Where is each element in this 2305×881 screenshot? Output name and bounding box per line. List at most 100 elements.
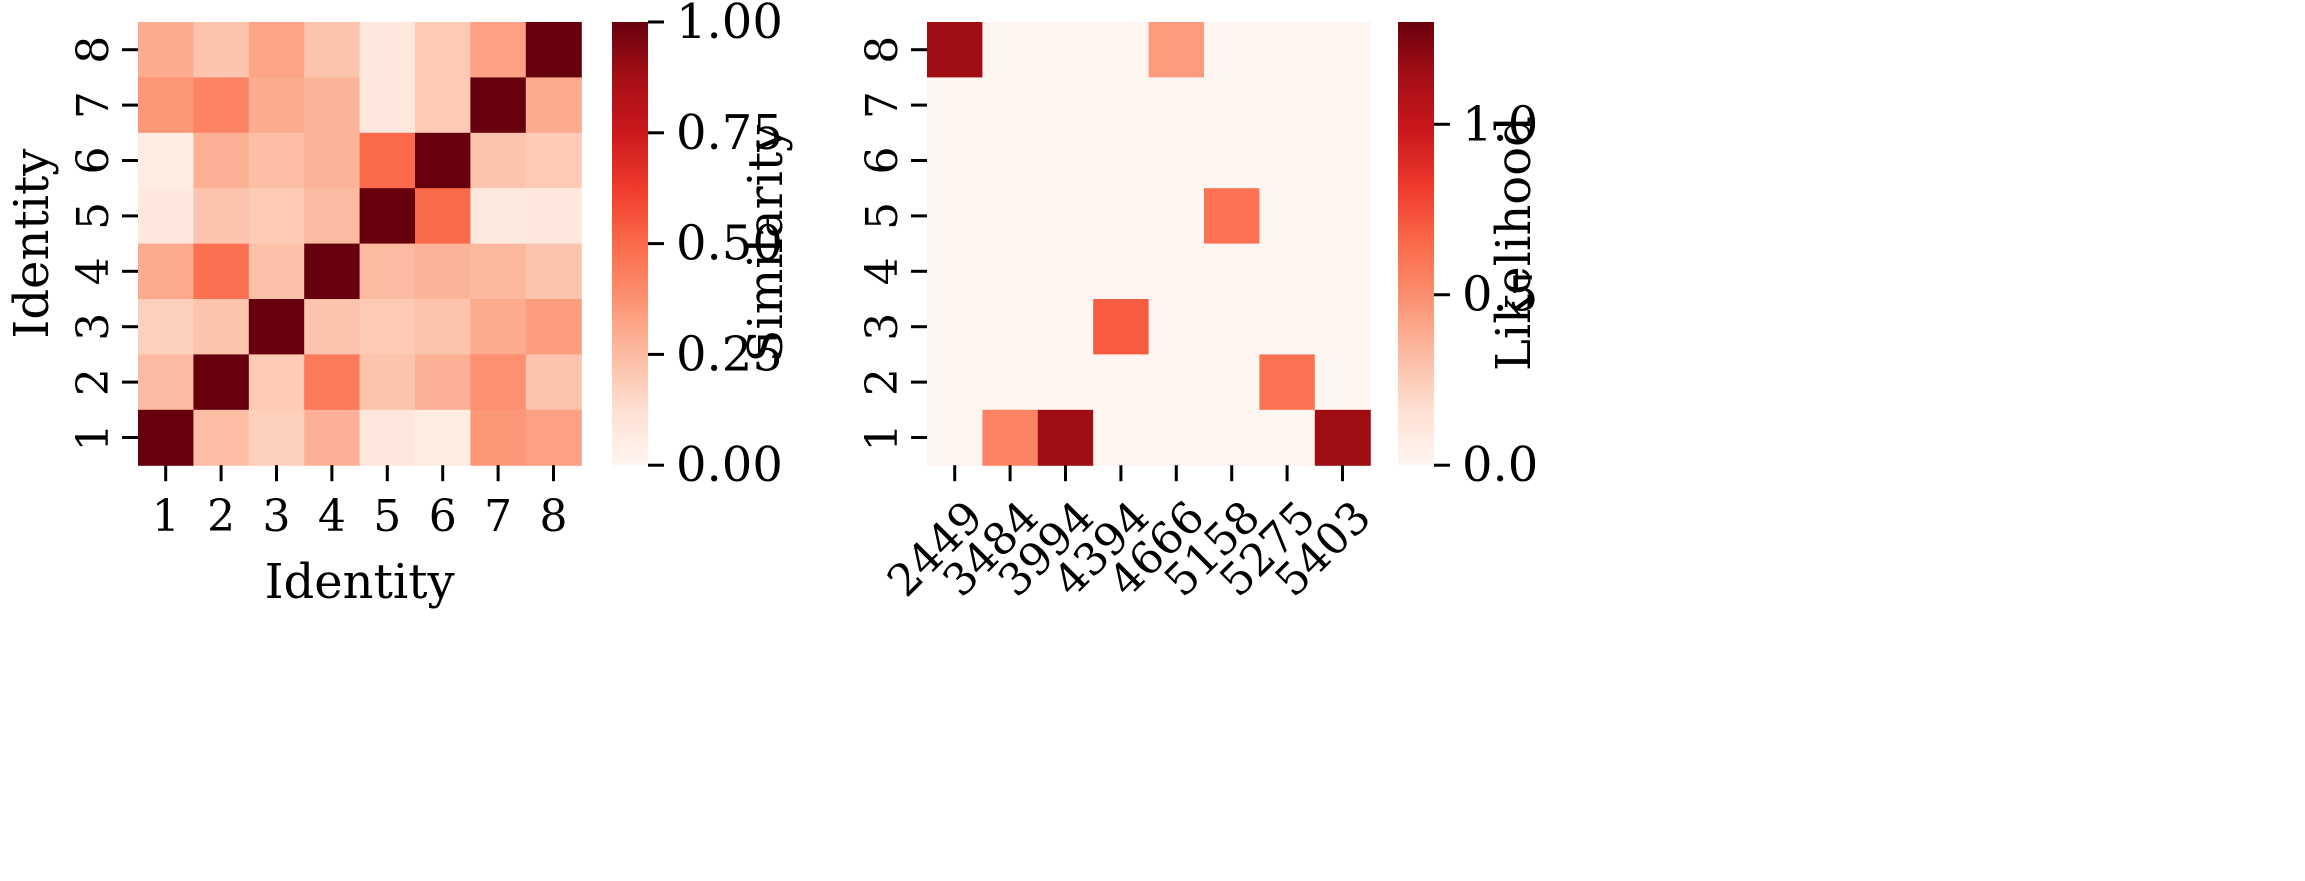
heatmap-cell	[470, 22, 527, 78]
heatmap-cell	[927, 132, 983, 189]
heatmap-cell	[1093, 409, 1150, 466]
y-tick-label: 2	[857, 368, 908, 396]
heatmap-cell	[248, 77, 305, 134]
heatmap-cell	[1093, 132, 1150, 189]
heatmap-cell	[927, 354, 983, 411]
heatmap-panel-2: 8765432124493484399443944666515852755403…	[857, 22, 1542, 607]
heatmap-cell	[1204, 22, 1260, 78]
heatmap-cell	[1314, 409, 1371, 466]
heatmap-cell	[982, 243, 1039, 300]
y-axis-title: Identity	[4, 149, 60, 339]
heatmap-cell	[1314, 132, 1371, 189]
y-tick-label: 7	[68, 91, 119, 119]
heatmap-cell	[1314, 77, 1371, 134]
y-tick-label: 4	[68, 257, 119, 285]
heatmap-cell	[525, 22, 582, 78]
heatmap-cell	[138, 22, 194, 78]
heatmap-cell	[470, 243, 527, 300]
heatmap-cell	[193, 243, 250, 300]
colorbar-title: Likelihood	[1486, 116, 1542, 371]
heatmap-cell	[415, 354, 471, 411]
colorbar-tick-label: 1.0	[1462, 96, 1538, 152]
heatmap-cell	[359, 77, 416, 134]
heatmap-cell	[1204, 188, 1260, 245]
heatmap-cell	[1148, 132, 1205, 189]
heatmap-cell	[927, 22, 983, 78]
heatmap-cell	[927, 77, 983, 134]
x-tick-label: 2	[207, 491, 235, 542]
heatmap-cell	[470, 409, 527, 466]
heatmap-cell	[248, 299, 305, 355]
heatmap-cell	[1037, 77, 1094, 134]
y-tick-label: 5	[68, 202, 119, 230]
colorbar-tick-label: 0.50	[676, 216, 783, 272]
heatmap-cell	[1093, 354, 1150, 411]
heatmap-cell	[982, 132, 1039, 189]
heatmap-cell	[138, 299, 194, 355]
heatmap-cell	[415, 77, 471, 134]
heatmap-cell	[415, 243, 471, 300]
heatmap-cell	[304, 354, 361, 411]
heatmap-cell	[1093, 243, 1150, 300]
heatmap-cell	[1148, 354, 1205, 411]
x-tick-label: 1	[152, 491, 180, 542]
heatmap-cell	[193, 299, 250, 355]
heatmap-cell	[1204, 77, 1260, 134]
heatmap-cell	[525, 188, 582, 245]
heatmap-cell	[304, 243, 361, 300]
heatmap-cell	[1148, 77, 1205, 134]
heatmap-cell	[248, 354, 305, 411]
y-tick-label: 8	[857, 36, 908, 64]
heatmap-cell	[138, 243, 194, 300]
heatmap-cell	[927, 409, 983, 466]
y-tick-label: 5	[857, 202, 908, 230]
heatmap-cell	[1037, 409, 1094, 466]
x-tick-label: 8	[540, 491, 568, 542]
heatmap-cell	[304, 299, 361, 355]
heatmap-cell	[1037, 188, 1094, 245]
heatmap-cell	[982, 77, 1039, 134]
heatmap-cell	[470, 77, 527, 134]
y-tick-label: 4	[857, 257, 908, 285]
heatmap-cell	[1314, 188, 1371, 245]
x-tick-label: 6	[429, 491, 457, 542]
heatmap-cell	[359, 299, 416, 355]
heatmap-cell	[927, 188, 983, 245]
heatmap-cell	[1259, 22, 1316, 78]
heatmap-cell	[415, 188, 471, 245]
y-tick-label: 8	[68, 36, 119, 64]
heatmap-cell	[248, 409, 305, 466]
heatmap-cell	[248, 132, 305, 189]
heatmap-cell	[1259, 409, 1316, 466]
heatmap-cell	[1204, 243, 1260, 300]
heatmap-cell	[1259, 299, 1316, 355]
heatmap-cell	[359, 132, 416, 189]
heatmap-cell	[525, 243, 582, 300]
heatmap-cell	[193, 354, 250, 411]
heatmap-cell	[138, 409, 194, 466]
heatmap-cell	[304, 22, 361, 78]
colorbar-tick-label: 0.75	[676, 105, 783, 161]
heatmap-cell	[1259, 354, 1316, 411]
heatmap-cell	[138, 354, 194, 411]
heatmap-cell	[1259, 243, 1316, 300]
heatmap-cell	[304, 132, 361, 189]
heatmap-cell	[525, 132, 582, 189]
heatmap-cell	[304, 188, 361, 245]
y-tick-label: 7	[857, 91, 908, 119]
y-tick-label: 1	[68, 424, 119, 452]
colorbar-tick-label: 0.00	[676, 437, 783, 493]
heatmap-cell	[470, 188, 527, 245]
heatmap-cell	[1204, 354, 1260, 411]
y-tick-label: 3	[68, 313, 119, 341]
heatmap-cell	[1259, 188, 1316, 245]
heatmap-cell	[525, 77, 582, 134]
heatmap-cell	[193, 132, 250, 189]
heatmap-cell	[1148, 188, 1205, 245]
heatmap-cell	[927, 243, 983, 300]
heatmap-cell	[1148, 22, 1205, 78]
x-axis-title: Identity	[265, 554, 455, 610]
